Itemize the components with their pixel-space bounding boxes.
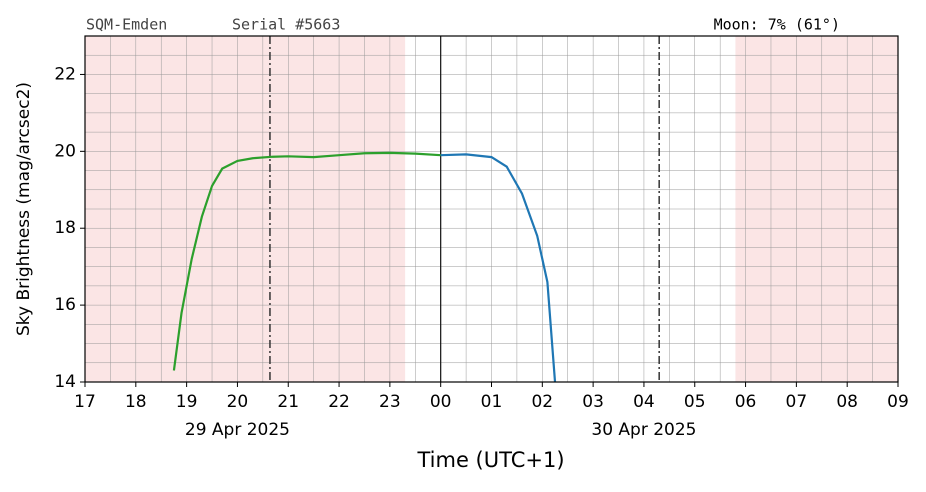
x-tick-label: 00 [430, 392, 452, 412]
x-axis-label: Time (UTC+1) [416, 448, 564, 472]
brightness-line [440, 153, 557, 383]
x-tick-label: 02 [531, 392, 553, 412]
x-tick-label: 17 [74, 392, 96, 412]
x-tick-label: 07 [786, 392, 808, 412]
x-tick-label: 04 [633, 392, 655, 412]
x-tick-label: 22 [328, 392, 350, 412]
serial: Serial #5663 [232, 16, 340, 34]
date-label: 30 Apr 2025 [591, 420, 696, 440]
site-name: SQM-Emden [86, 16, 167, 34]
moon-info: Moon: 7% (61°) [714, 16, 840, 34]
x-tick-label: 20 [227, 392, 249, 412]
y-tick-label: 16 [54, 295, 76, 315]
y-tick-label: 20 [54, 141, 76, 161]
x-tick-label: 21 [277, 392, 299, 412]
x-tick-label: 08 [836, 392, 858, 412]
y-tick-label: 22 [54, 64, 76, 84]
x-tick-label: 06 [735, 392, 757, 412]
x-tick-label: 18 [125, 392, 147, 412]
x-tick-label: 05 [684, 392, 706, 412]
x-tick-label: 03 [582, 392, 604, 412]
x-tick-label: 01 [481, 392, 503, 412]
x-tick-label: 19 [176, 392, 198, 412]
x-tick-label: 09 [887, 392, 909, 412]
brightness-line [172, 151, 441, 371]
y-tick-label: 18 [54, 218, 76, 238]
y-axis-label: Sky Brightness (mag/arcsec2) [14, 82, 34, 336]
y-tick-label: 14 [54, 372, 76, 392]
x-tick-label: 23 [379, 392, 401, 412]
date-label: 29 Apr 2025 [185, 420, 290, 440]
